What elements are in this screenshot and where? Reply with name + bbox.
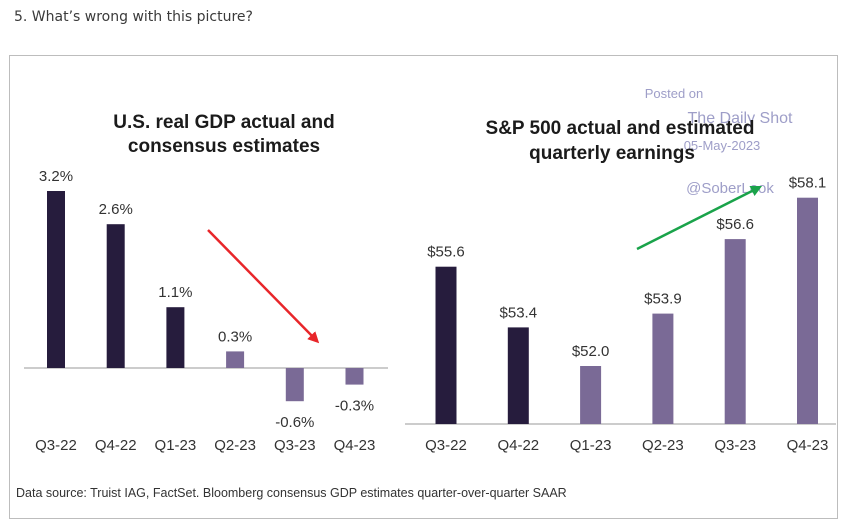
earnings-chart-title-line-2: quarterly earnings <box>529 143 695 164</box>
earnings-category-label-q4-22: Q4-22 <box>497 437 539 454</box>
watermark-handle: @SoberLook <box>686 180 774 197</box>
gdp-chart-title-line-2: consensus estimates <box>128 136 320 157</box>
earnings-value-label-q4-23: $58.1 <box>789 175 827 192</box>
earnings-bar-q3-22 <box>435 266 457 424</box>
watermark-daily-shot: The Daily Shot <box>688 110 793 127</box>
gdp-value-label-q4-22: 2.6% <box>99 201 133 218</box>
watermark-date: 05-May-2023 <box>684 138 761 153</box>
gdp-bar-q4-22 <box>106 224 125 368</box>
earnings-category-label-q1-23: Q1-23 <box>570 437 612 454</box>
gdp-bar-q2-23 <box>226 351 245 368</box>
gdp-bar-q3-22 <box>47 191 65 368</box>
earnings-bar-q3-23 <box>724 239 746 424</box>
earnings-bar-q1-23 <box>580 366 602 424</box>
gdp-category-label-q2-23: Q2-23 <box>214 437 256 454</box>
gdp-value-label-q1-23: 1.1% <box>158 284 192 301</box>
earnings-value-label-q3-23: $56.6 <box>716 216 754 233</box>
watermark-posted-on: Posted on <box>645 86 704 101</box>
gdp-category-label-q4-23: Q4-23 <box>334 437 376 454</box>
gdp-category-label-q1-23: Q1-23 <box>155 437 197 454</box>
earnings-bar-q4-23 <box>797 197 818 424</box>
earnings-category-label-q3-22: Q3-22 <box>425 437 467 454</box>
earnings-value-label-q2-23: $53.9 <box>644 291 682 308</box>
gdp-chart-title-line-1: U.S. real GDP actual and <box>113 112 334 133</box>
gdp-value-label-q4-23: -0.3% <box>335 398 374 415</box>
earnings-category-label-q3-23: Q3-23 <box>714 437 756 454</box>
gdp-category-label-q4-22: Q4-22 <box>95 437 137 454</box>
gdp-bar-q3-23 <box>285 368 304 402</box>
earnings-up-arrow <box>636 185 763 251</box>
question-heading: 5. What’s wrong with this picture? <box>14 9 253 25</box>
gdp-down-arrow <box>207 229 320 344</box>
earnings-chart-title-line-1: S&P 500 actual and estimated <box>486 118 755 139</box>
gdp-value-label-q3-23: -0.6% <box>275 414 314 431</box>
earnings-bar-q2-23 <box>652 313 674 424</box>
gdp-category-label-q3-23: Q3-23 <box>274 437 316 454</box>
gdp-value-label-q3-22: 3.2% <box>39 168 73 185</box>
earnings-category-label-q2-23: Q2-23 <box>642 437 684 454</box>
earnings-value-label-q3-22: $55.6 <box>427 244 465 261</box>
source-note: Data source: Truist IAG, FactSet. Bloomb… <box>16 486 567 500</box>
earnings-value-label-q1-23: $52.0 <box>572 343 610 360</box>
gdp-value-label-q2-23: 0.3% <box>218 328 252 345</box>
gdp-category-label-q3-22: Q3-22 <box>35 437 77 454</box>
chart-frame <box>9 55 838 519</box>
gdp-bar-q4-23 <box>345 368 364 385</box>
earnings-bar-q4-22 <box>507 327 529 424</box>
gdp-bar-q1-23 <box>166 307 185 368</box>
earnings-value-label-q4-22: $53.4 <box>500 304 538 321</box>
earnings-category-label-q4-23: Q4-23 <box>787 437 829 454</box>
